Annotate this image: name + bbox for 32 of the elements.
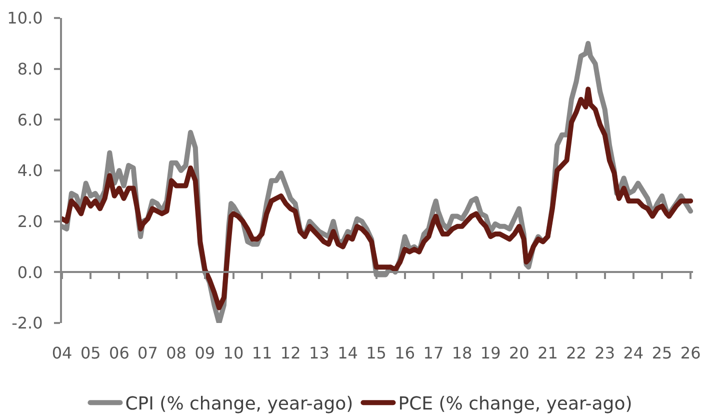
y-tick-label: 4.0: [17, 161, 43, 180]
x-tick-label: 24: [623, 343, 644, 362]
x-tick-label: 10: [223, 343, 244, 362]
x-tick-label: 18: [452, 343, 472, 362]
x-tick-label: 22: [566, 343, 586, 362]
x-tick-label: 11: [252, 343, 272, 362]
y-tick-label: 10.0: [7, 8, 43, 28]
x-tick-label: 04: [52, 343, 72, 362]
y-tick-label: 6.0: [17, 110, 43, 130]
x-tick-label: 14: [338, 343, 358, 362]
x-tick-label: 15: [366, 343, 386, 362]
x-tick-label: 08: [166, 343, 186, 362]
x-tick-label: 13: [309, 343, 330, 362]
x-tick-label: 23: [594, 343, 616, 362]
legend-label: PCE (% change, year-ago): [398, 394, 632, 415]
x-tick-label: 16: [394, 343, 416, 362]
x-tick-label: 26: [680, 343, 701, 362]
y-tick-label: 0.0: [17, 262, 43, 282]
x-tick-label: 06: [109, 343, 130, 362]
x-tick-label: 25: [652, 343, 672, 362]
x-tick-label: 09: [194, 343, 216, 362]
y-tick-label: 8.0: [17, 59, 43, 78]
x-tick-label: 17: [423, 343, 444, 362]
x-tick-label: 07: [138, 343, 158, 362]
legend-label: CPI (% change, year-ago): [125, 394, 354, 415]
y-tick-label: 2.0: [17, 212, 43, 231]
x-tick-label: 21: [538, 343, 558, 362]
x-tick-label: 19: [480, 343, 501, 362]
x-tick-label: 20: [508, 343, 530, 362]
x-tick-label: 05: [80, 343, 101, 362]
y-tick-label: -2.0: [12, 314, 43, 333]
x-tick-label: 12: [280, 343, 301, 362]
